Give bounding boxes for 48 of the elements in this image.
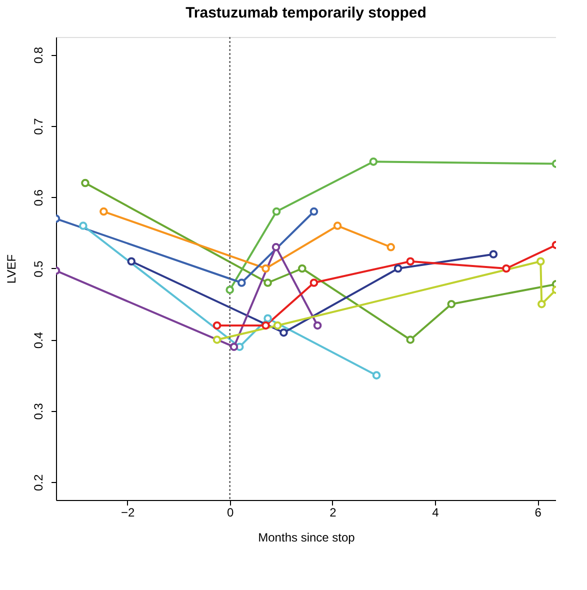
- point: [406, 336, 415, 344]
- point: [310, 207, 318, 216]
- point: [272, 207, 281, 216]
- point: [100, 207, 108, 216]
- point: [226, 286, 234, 294]
- y-tick-label: 0.6: [32, 189, 46, 206]
- point: [502, 264, 510, 273]
- point: [447, 300, 456, 308]
- point: [264, 278, 272, 287]
- y-tick-label: 0.5: [32, 260, 46, 278]
- y-tick-label: 0.7: [32, 118, 46, 135]
- y-tick-label: 0.4: [32, 332, 46, 349]
- point: [313, 321, 322, 330]
- y-tick-label: 0.8: [32, 46, 46, 64]
- point: [212, 321, 222, 330]
- x-axis-title: Months since stop: [258, 530, 356, 544]
- point: [230, 342, 238, 352]
- point: [310, 278, 318, 287]
- x-tick-label: −2: [120, 506, 135, 520]
- point: [81, 178, 90, 188]
- point: [298, 264, 306, 273]
- point: [273, 321, 282, 330]
- point: [386, 242, 396, 252]
- point: [79, 222, 88, 230]
- y-tick-label: 0.2: [32, 474, 46, 492]
- point: [489, 250, 498, 258]
- point: [262, 321, 270, 330]
- x-tick-label: 0: [227, 506, 234, 520]
- point: [369, 158, 378, 166]
- x-tick-label: 4: [432, 506, 440, 520]
- point: [537, 300, 546, 308]
- point: [272, 242, 280, 252]
- y-tick-label: 0.3: [32, 402, 46, 420]
- point: [394, 264, 402, 273]
- chart-title: Trastuzumab temporarily stopped: [186, 4, 426, 22]
- point: [372, 371, 381, 380]
- point: [264, 314, 272, 323]
- point: [536, 257, 545, 266]
- point: [262, 264, 270, 273]
- x-tick-label: 6: [534, 506, 542, 520]
- point: [237, 278, 246, 287]
- point: [212, 336, 222, 344]
- y-axis-title: LVEF: [4, 254, 18, 284]
- point: [280, 328, 288, 337]
- point: [406, 257, 415, 266]
- point: [333, 222, 342, 230]
- x-tick-label: 2: [330, 506, 337, 520]
- point: [127, 257, 136, 266]
